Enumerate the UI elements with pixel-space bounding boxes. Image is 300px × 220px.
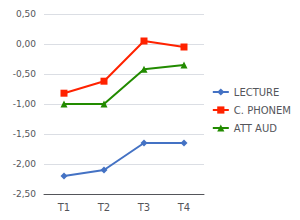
svg-text:T4: T4: [177, 202, 190, 213]
svg-text:-2,50: -2,50: [13, 189, 37, 199]
svg-text:-0,50: -0,50: [13, 69, 37, 79]
svg-text:T3: T3: [137, 202, 150, 213]
svg-text:-1,50: -1,50: [13, 129, 37, 139]
svg-text:T1: T1: [57, 202, 70, 213]
svg-text:LECTURE: LECTURE: [234, 87, 280, 98]
svg-text:-1,00: -1,00: [13, 99, 37, 109]
svg-text:0,50: 0,50: [16, 9, 36, 19]
svg-text:ATT AUD: ATT AUD: [234, 123, 277, 134]
svg-text:0,00: 0,00: [16, 39, 36, 49]
svg-text:T2: T2: [97, 202, 110, 213]
svg-text:C. PHONEM: C. PHONEM: [234, 105, 291, 116]
svg-text:-2,00: -2,00: [13, 159, 37, 169]
